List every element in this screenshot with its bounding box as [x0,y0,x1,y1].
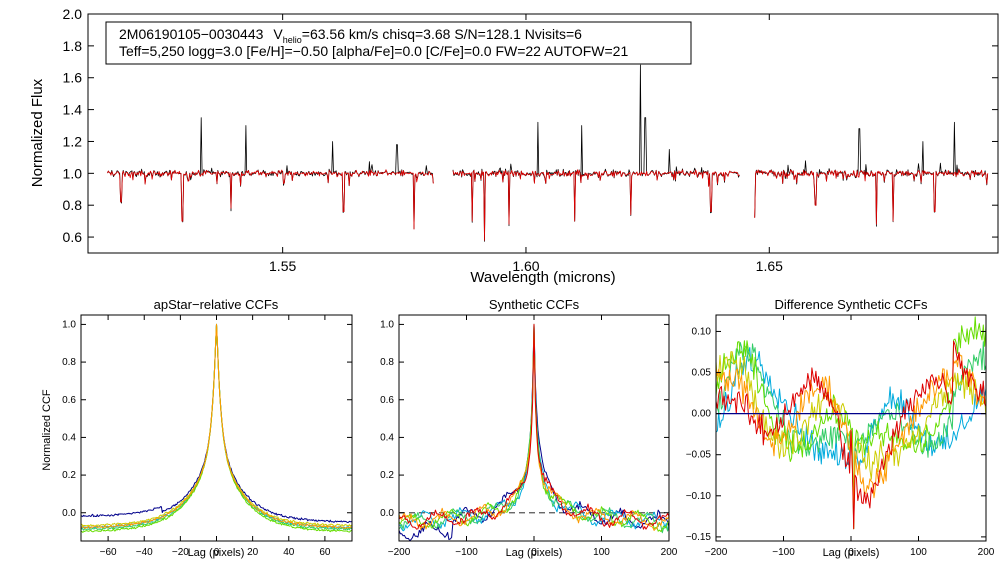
info-line-1-rest: =63.56 km/s chisq=3.68 S/N=128.1 Nvisits… [302,26,582,42]
synthetic-ccf-line [398,323,670,534]
apstar-ccf-lines [80,323,353,533]
model-spectrum-line [754,169,989,225]
diff-ccf-lines [715,316,987,530]
y-tick-label: 0.6 [63,229,83,245]
synthetic-ccf-line [398,323,670,530]
y-tick-label: 1.0 [380,319,394,330]
y-tick-label: 0.2 [62,470,76,481]
diff-ccf-title: Difference Synthetic CCFs [775,297,928,312]
x-tick-label: 60 [319,547,331,558]
y-tick-label: 0.00 [692,409,712,420]
observed-spectrum-line [107,117,434,230]
apstar-ccf-ylabel: Normalized CCF [41,389,53,471]
x-tick-label: 0 [214,547,220,558]
vhelio-subscript: helio [283,35,302,45]
y-tick-label: 0.8 [62,357,76,368]
diff-ccf-xlabel: Lag (pixels) [823,547,880,559]
apstar-ccf-title: apStar−relative CCFs [154,297,279,312]
x-tick-label: −20 [172,547,189,558]
synthetic-ccf-line [398,323,670,532]
x-tick-label: −40 [136,547,153,558]
apstar-ccf-line [80,323,353,533]
y-tick-label: −0.05 [686,450,712,461]
info-box [105,21,692,65]
synthetic-ccf-ticks: −200 −100 0 100 200 0.0 0.2 0.4 0.6 0.8 1.0 [380,315,678,558]
synthetic-ccf-lines [398,323,670,542]
synthetic-ccf-panel: −200 −100 0 100 200 0.0 0.2 0.4 0.6 0.8 1.0 Synthe… [380,297,678,559]
x-tick-label: 0 [848,547,854,558]
model-spectrum-line [452,169,740,241]
x-tick-label: 100 [910,547,927,558]
diff-ccf-panel: −200 −100 0 100 200 −0.15 −0.10 −0.05 0.00 0.05 0.… [686,297,995,559]
y-tick-label: 0.2 [380,470,394,481]
apstar-ccf-line [80,323,353,523]
spectrum-xlabel: Wavelength (microns) [470,269,615,286]
info-line-1: 2M06190105−0030443 Vhelio=63.56 km/s chis… [119,26,582,45]
y-tick-label: 0.4 [380,432,394,443]
synthetic-ccf-title: Synthetic CCFs [489,297,580,312]
synthetic-ccf-xlabel: Lag (pixels) [506,547,563,559]
y-tick-label: 0.4 [62,432,76,443]
x-tick-label: −200 [705,547,728,558]
y-tick-label: 0.0 [62,508,76,519]
x-tick-label: 1.65 [756,258,783,274]
spectrum-panel: 1.55 1.60 1.65 0.6 0.8 1.0 1.2 1.4 1.6 1.8 2.0 2M0… [29,6,999,286]
y-tick-label: 0.6 [380,395,394,406]
spectrum-ticks: 1.55 1.60 1.65 0.6 0.8 1.0 1.2 1.4 1.6 1.8 2.0 [63,6,998,274]
synthetic-ccf-line [398,323,670,531]
spectrum-lines [107,64,989,242]
x-tick-label: 1.55 [269,258,296,274]
y-tick-label: 2.0 [63,6,83,22]
y-tick-label: 1.8 [63,38,83,54]
y-tick-label: 1.0 [62,319,76,330]
y-tick-label: 0.8 [380,357,394,368]
x-tick-label: 40 [283,547,295,558]
x-tick-label: 200 [661,547,678,558]
observed-spectrum-line [452,64,740,242]
x-tick-label: −60 [100,547,117,558]
apstar-ccf-panel: −60 −40 −20 0 20 40 60 0.0 0.2 0.4 0.6 0.8 1.0 apSta… [41,297,353,559]
x-tick-label: 20 [247,547,259,558]
y-tick-label: 0.8 [63,197,83,213]
y-tick-label: 1.2 [63,133,83,149]
synthetic-ccf-line [398,323,670,542]
diff-ccf-line [715,340,987,530]
y-tick-label: 1.6 [63,70,83,86]
vhelio-symbol: V [273,26,283,42]
spectrum-ylabel: Normalized Flux [29,78,46,187]
apstar-ccf-line [80,323,353,531]
spectrum-frame [87,13,999,254]
apstar-ccf-line [80,323,353,527]
diff-ccf-line [715,316,987,513]
x-tick-label: −100 [772,547,795,558]
apstar-ccf-xlabel: Lag (pixels) [188,547,245,559]
x-tick-label: 1.60 [512,258,539,274]
y-tick-label: 0.0 [380,508,394,519]
info-line-2: Teff=5,250 logg=3.0 [Fe/H]=−0.50 [alpha/… [119,43,628,59]
y-tick-label: 1.4 [63,102,83,118]
star-name: 2M06190105−0030443 [119,26,264,42]
diff-ccf-ticks: −200 −100 0 100 200 −0.15 −0.10 −0.05 0.00 0.05 0.… [686,315,995,558]
y-tick-label: −0.15 [686,532,712,543]
apstar-ccf-frame [80,314,353,542]
x-tick-label: 200 [978,547,995,558]
synthetic-ccf-line [398,323,670,532]
model-spectrum-line [107,169,434,230]
y-tick-label: 1.0 [63,165,83,181]
x-tick-label: 0 [531,547,537,558]
x-tick-label: 100 [593,547,610,558]
apstar-ccf-line [80,323,353,529]
apstar-ccf-ticks: −60 −40 −20 0 20 40 60 0.0 0.2 0.4 0.6 0.8 1.0 [62,315,352,558]
apstar-ccf-line [80,323,353,529]
y-tick-label: 0.6 [62,395,76,406]
y-tick-label: −0.10 [686,491,712,502]
y-tick-label: 0.10 [692,326,712,337]
y-tick-label: 0.05 [692,368,712,379]
x-tick-label: −200 [388,547,411,558]
x-tick-label: −100 [455,547,478,558]
